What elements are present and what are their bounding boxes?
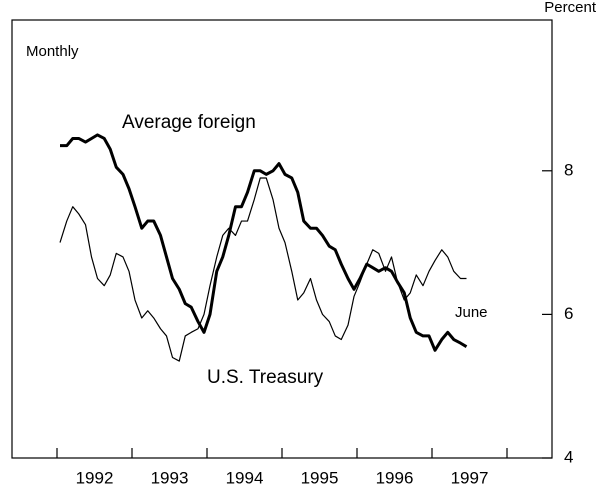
x-tick-label: 1995 [301, 468, 339, 487]
series-annotation: U.S. Treasury [207, 367, 324, 388]
x-tick-label: 1994 [226, 468, 264, 487]
series-annotation: Average foreign [122, 112, 256, 133]
point-annotation: June [455, 304, 488, 321]
x-tick-label: 1992 [76, 468, 114, 487]
series-line [59, 177, 467, 362]
y-tick-label: 6 [564, 304, 573, 323]
x-tick-label: 1996 [376, 468, 414, 487]
plot-frame [11, 19, 553, 459]
series-line [60, 133, 468, 352]
x-tick-label: 1997 [451, 468, 489, 487]
x-tick-label: 1993 [151, 468, 189, 487]
y-tick-label: 4 [564, 447, 573, 466]
subtitle: Monthly [26, 43, 79, 60]
y-tick-label: 8 [564, 160, 573, 179]
y-axis-label: Percent [544, 0, 597, 16]
